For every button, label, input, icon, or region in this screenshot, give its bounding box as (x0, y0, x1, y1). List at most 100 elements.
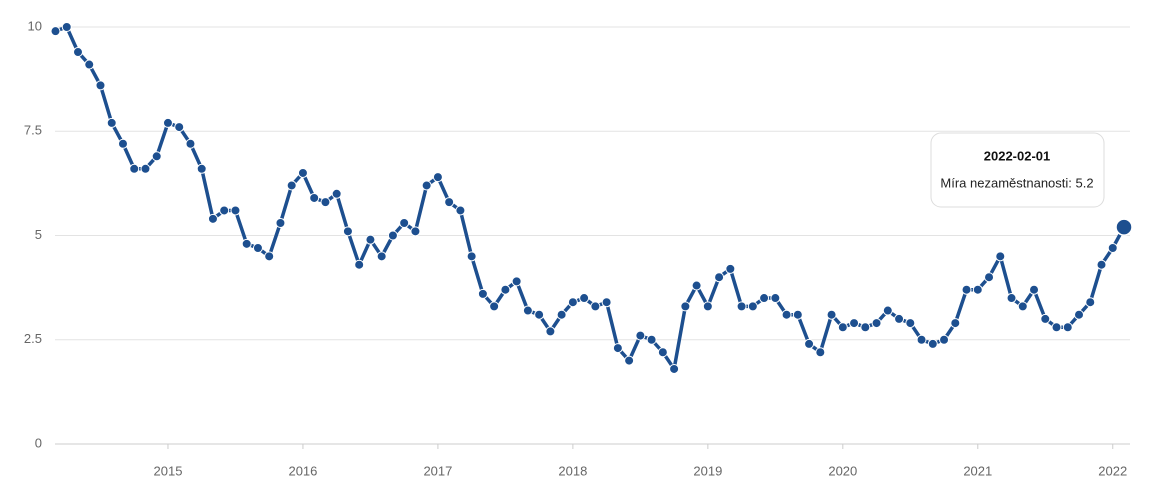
point (702, 301, 713, 312)
point (1040, 313, 1051, 324)
point (61, 22, 72, 32)
point (984, 272, 995, 283)
point (84, 59, 95, 70)
point (691, 280, 702, 291)
plot (50, 22, 1133, 374)
point (1051, 322, 1062, 333)
point (894, 313, 905, 324)
point (500, 284, 511, 295)
point (815, 347, 826, 358)
point (927, 338, 938, 349)
point (286, 180, 297, 191)
x-tick-label: 2022 (1098, 463, 1127, 478)
point (556, 309, 567, 320)
y-tick-label: 5 (35, 227, 42, 242)
point (50, 26, 61, 37)
point (792, 309, 803, 320)
point (770, 293, 781, 304)
point (725, 263, 736, 274)
point (669, 363, 680, 374)
x-tick-label: 2015 (154, 463, 183, 478)
point (590, 301, 601, 312)
point (207, 213, 218, 224)
x-tick-label: 2017 (423, 463, 452, 478)
point (455, 205, 466, 216)
point (365, 234, 376, 245)
point (849, 318, 860, 329)
point (950, 318, 961, 329)
point (106, 117, 117, 128)
point (162, 117, 173, 128)
y-tick-label: 2.5 (24, 331, 42, 346)
point (354, 259, 365, 270)
point (1096, 259, 1107, 270)
point (219, 205, 230, 216)
point (624, 355, 635, 366)
point (95, 80, 106, 91)
point (601, 297, 612, 308)
point (264, 251, 275, 262)
point (432, 172, 443, 183)
point (804, 338, 815, 349)
point (522, 305, 533, 316)
point (1029, 284, 1040, 295)
point (241, 238, 252, 249)
point (1085, 297, 1096, 308)
point (736, 301, 747, 312)
y-tick-label: 0 (35, 435, 42, 450)
tooltip-text: Míra nezaměstnanosti: 5.2 (940, 175, 1093, 190)
point (489, 301, 500, 312)
y-tick-label: 10 (28, 18, 42, 33)
tooltip-box (930, 132, 1105, 208)
tooltip: 2022-02-01 Míra nezaměstnanosti: 5.2 (930, 132, 1105, 208)
point (1006, 293, 1017, 304)
x-tick-label: 2021 (963, 463, 992, 478)
point (781, 309, 792, 320)
point (612, 343, 623, 354)
point (882, 305, 893, 316)
point (972, 284, 983, 295)
point (1107, 243, 1118, 254)
point (545, 326, 556, 337)
point (466, 251, 477, 262)
point (174, 122, 185, 133)
tooltip-title: 2022-02-01 (984, 148, 1051, 163)
active-point (1115, 218, 1133, 236)
point (534, 309, 545, 320)
point (657, 347, 668, 358)
point (342, 226, 353, 237)
point (646, 334, 657, 345)
point (1074, 309, 1085, 320)
point (320, 197, 331, 208)
point (297, 167, 308, 178)
point (871, 318, 882, 329)
point (759, 293, 770, 304)
point (117, 138, 128, 149)
point (421, 180, 432, 191)
point (961, 284, 972, 295)
x-tick-label: 2016 (288, 463, 317, 478)
point (916, 334, 927, 345)
point (714, 272, 725, 283)
y-tick-label: 7.5 (24, 123, 42, 138)
point (826, 309, 837, 320)
point (905, 318, 916, 329)
point (444, 197, 455, 208)
point (196, 163, 207, 174)
point (567, 297, 578, 308)
point (837, 322, 848, 333)
grid: 0 2.5 5 7.5 10 2015 2016 2017 2018 2019 2020 2021 20… (24, 18, 1130, 478)
point (309, 192, 320, 203)
point (995, 251, 1006, 262)
point (72, 47, 83, 58)
point (511, 276, 522, 287)
point (747, 301, 758, 312)
point (1062, 322, 1073, 333)
x-tick-label: 2019 (693, 463, 722, 478)
point (151, 151, 162, 162)
point (331, 188, 342, 199)
point (399, 217, 410, 228)
point (410, 226, 421, 237)
point (185, 138, 196, 149)
